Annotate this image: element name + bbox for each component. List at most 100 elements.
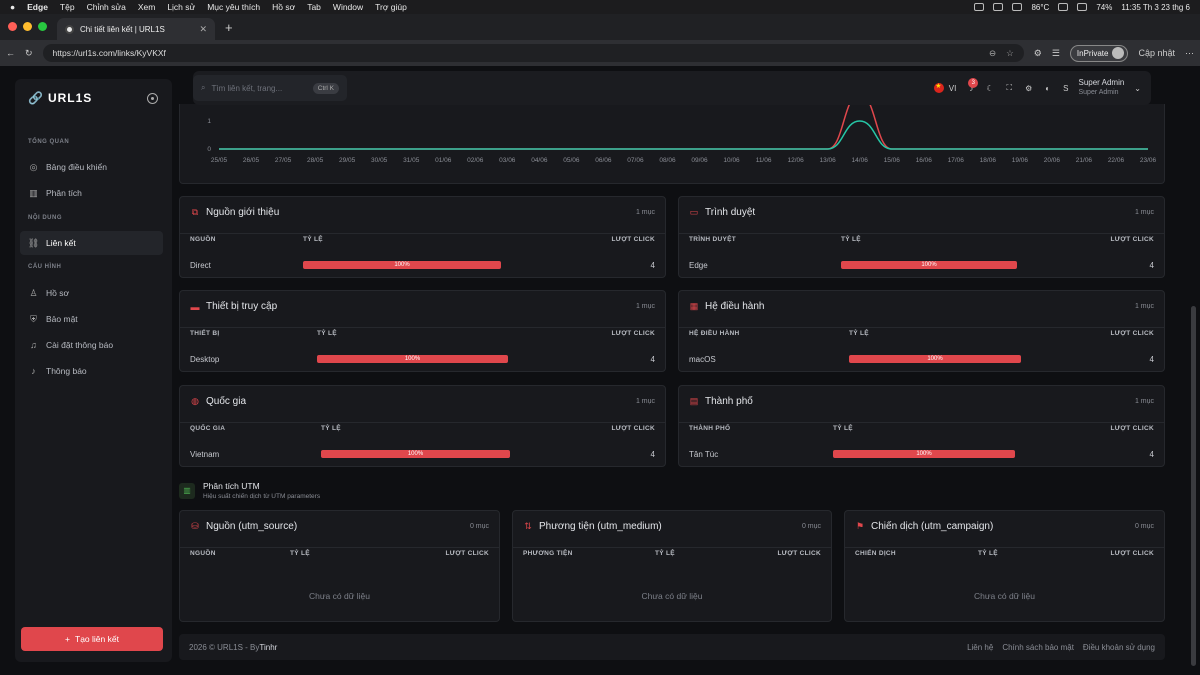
- menu-item[interactable]: Xem: [137, 2, 156, 12]
- update-button[interactable]: Cập nhật: [1138, 48, 1175, 58]
- menu-app-name[interactable]: Edge: [27, 2, 48, 12]
- dark-mode-icon[interactable]: ☾: [986, 83, 994, 93]
- sidebar-toggle-icon[interactable]: [147, 93, 158, 104]
- reload-icon[interactable]: ↻: [25, 47, 33, 58]
- sidebar-item-security[interactable]: ⛨ Bảo mật: [20, 307, 163, 331]
- language-switcher[interactable]: VI: [933, 82, 956, 93]
- menu-item[interactable]: Tệp: [59, 2, 75, 12]
- close-window-button[interactable]: [8, 22, 17, 31]
- url-text[interactable]: https://url1s.com/links/KyVKXf: [52, 48, 166, 58]
- column-header[interactable]: NGUỒN: [190, 550, 216, 557]
- fullscreen-icon[interactable]: ⛶: [1006, 83, 1013, 92]
- close-tab-icon[interactable]: ✕: [199, 23, 207, 34]
- column-header[interactable]: TỶ LỆ: [321, 425, 341, 432]
- address-bar[interactable]: https://url1s.com/links/KyVKXf ⊖ ☆: [42, 44, 1024, 62]
- menu-item[interactable]: Chỉnh sửa: [86, 2, 126, 12]
- sidebar-item-notifications[interactable]: ♪ Thông báo: [20, 359, 163, 383]
- column-header[interactable]: TỶ LỆ: [841, 236, 861, 243]
- menu-item[interactable]: Hồ sơ: [272, 2, 296, 12]
- favorite-star-icon[interactable]: ☆: [1006, 47, 1014, 58]
- user-menu[interactable]: S Super Admin Super Admin ⌄: [1063, 78, 1141, 98]
- column-header[interactable]: LƯỢT CLICK: [611, 330, 655, 337]
- panel-count: 0 mục: [1134, 523, 1154, 530]
- apple-icon[interactable]: ●: [10, 2, 16, 12]
- column-header[interactable]: TỶ LỆ: [303, 236, 323, 243]
- column-header[interactable]: LƯỢT CLICK: [445, 550, 489, 557]
- x-tick-label: 20/06: [1044, 157, 1061, 164]
- footer-link-contact[interactable]: Liên hệ: [967, 642, 994, 652]
- footer-link-privacy[interactable]: Chính sách bảo mật: [1002, 642, 1074, 652]
- sidebar-item-analytics[interactable]: ▥ Phân tích: [20, 181, 163, 205]
- footer-link-terms[interactable]: Điều khoản sử dụng: [1082, 642, 1155, 652]
- sidebar-item-profile[interactable]: ♙ Hồ sơ: [20, 281, 163, 305]
- menu-item[interactable]: Mục yêu thích: [207, 2, 261, 12]
- minimize-window-button[interactable]: [23, 22, 32, 31]
- browser-tab[interactable]: Chi tiết liên kết | URL1S ✕: [57, 18, 215, 40]
- logo[interactable]: 🔗 URL1S: [28, 91, 92, 105]
- status-icon[interactable]: [1012, 3, 1023, 11]
- scrollbar[interactable]: [1191, 306, 1196, 666]
- column-header[interactable]: HỆ ĐIỀU HÀNH: [689, 330, 740, 337]
- menu-clock[interactable]: 11:35 Th 3 23 thg 6: [1121, 2, 1190, 12]
- column-header[interactable]: CHIẾN DỊCH: [855, 550, 896, 557]
- settings-gear-icon[interactable]: ⚙: [1025, 83, 1033, 93]
- panel-count: 0 mục: [801, 523, 821, 530]
- favicon-icon: [65, 24, 74, 34]
- column-header[interactable]: TỶ LỆ: [655, 550, 675, 557]
- tab-title: Chi tiết liên kết | URL1S: [80, 24, 165, 34]
- profile-avatar: [1112, 47, 1125, 59]
- reader-icon[interactable]: ⊖: [988, 47, 997, 58]
- new-tab-button[interactable]: +: [225, 20, 233, 35]
- column-header[interactable]: THIẾT BỊ: [190, 330, 220, 337]
- palette-icon[interactable]: ◐: [1045, 83, 1051, 93]
- status-icon[interactable]: [993, 3, 1004, 11]
- sidebar-item-label: Bảng điều khiển: [46, 162, 107, 172]
- column-header[interactable]: TỶ LỆ: [849, 330, 869, 337]
- sidebar-item-label: Liên kết: [46, 238, 76, 248]
- column-header[interactable]: LƯỢT CLICK: [777, 550, 821, 557]
- temperature-readout[interactable]: 86°C: [1031, 2, 1050, 12]
- search-input[interactable]: ⌕ Tìm liên kết, trang... Ctrl K: [193, 75, 347, 101]
- status-icon[interactable]: [974, 3, 985, 11]
- collections-icon[interactable]: ☰: [1051, 47, 1060, 58]
- inprivate-badge[interactable]: InPrivate: [1069, 44, 1129, 62]
- column-header[interactable]: TỶ LỆ: [317, 330, 337, 337]
- sidebar-item-notification-settings[interactable]: ♫ Cài đặt thông báo: [20, 333, 163, 357]
- sidebar-item-dashboard[interactable]: ◎ Bảng điều khiển: [20, 155, 163, 179]
- notification-count-badge: 3: [968, 77, 979, 88]
- zoom-window-button[interactable]: [38, 22, 47, 31]
- menu-item[interactable]: Window: [332, 2, 364, 12]
- column-header[interactable]: TỶ LỆ: [290, 550, 310, 557]
- column-header[interactable]: PHƯƠNG TIỆN: [523, 550, 573, 557]
- menu-item[interactable]: Lịch sử: [167, 2, 196, 12]
- extensions-icon[interactable]: ⚙: [1033, 47, 1042, 58]
- column-header[interactable]: LƯỢT CLICK: [611, 236, 655, 243]
- table-cell-name: Desktop: [190, 355, 220, 364]
- column-header[interactable]: LƯỢT CLICK: [1110, 236, 1154, 243]
- back-icon[interactable]: ←: [6, 48, 15, 58]
- panel-title: Hệ điều hành: [705, 301, 765, 312]
- create-link-button[interactable]: + Tạo liên kết: [21, 627, 163, 651]
- column-header[interactable]: LƯỢT CLICK: [1110, 330, 1154, 337]
- menu-item[interactable]: Tab: [307, 2, 321, 12]
- column-header[interactable]: LƯỢT CLICK: [611, 425, 655, 432]
- device-panel: ▬ Thiết bị truy cập 1 mục THIẾT BỊ TỶ LỆ …: [179, 290, 666, 372]
- column-header[interactable]: TỶ LỆ: [978, 550, 998, 557]
- wifi-icon[interactable]: [1058, 3, 1069, 11]
- menu-item[interactable]: Trợ giúp: [375, 2, 407, 12]
- y-tick-label: 1: [207, 118, 211, 125]
- author-link[interactable]: Tinhr: [259, 642, 278, 652]
- column-header[interactable]: LƯỢT CLICK: [1110, 425, 1154, 432]
- column-header[interactable]: QUỐC GIA: [190, 425, 226, 432]
- column-header[interactable]: TỶ LỆ: [833, 425, 853, 432]
- more-icon[interactable]: ⋯: [1185, 47, 1194, 58]
- column-header[interactable]: TRÌNH DUYỆT: [689, 236, 736, 243]
- column-header[interactable]: LƯỢT CLICK: [1110, 550, 1154, 557]
- x-tick-label: 10/06: [723, 157, 740, 164]
- notifications-button[interactable]: ♪ 3: [968, 77, 979, 93]
- search-icon[interactable]: [1077, 3, 1088, 11]
- battery-readout[interactable]: 74%: [1096, 2, 1113, 12]
- column-header[interactable]: THÀNH PHỐ: [689, 425, 731, 432]
- column-header[interactable]: NGUỒN: [190, 236, 216, 243]
- sidebar-item-links[interactable]: ⛓ Liên kết: [20, 231, 163, 255]
